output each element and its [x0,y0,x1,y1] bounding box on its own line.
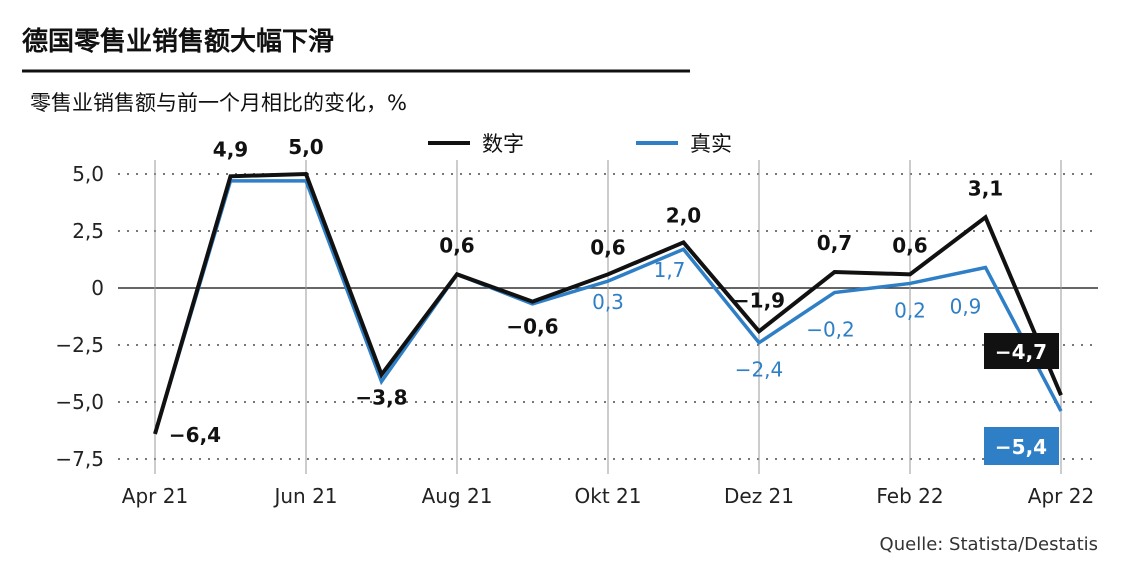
data-label-nominal: −1,9 [733,288,785,312]
data-label-nominal: 0,6 [892,233,927,257]
data-label-nominal: 5,0 [288,135,323,159]
y-tick-label: 5,0 [72,162,104,186]
series-line-nominal [153,171,1063,435]
data-label-nominal: −6,4 [169,423,221,447]
data-label-nominal: 3,1 [968,176,1003,200]
x-tick-label: Aug 21 [422,484,493,508]
end-label-box-nominal [984,333,1059,369]
data-label-nominal: 0,6 [439,233,474,257]
y-tick-label: −5,0 [55,390,104,414]
source-note: Quelle: Statista/Destatis [880,534,1098,555]
y-tick-label: 0 [91,276,104,300]
data-label-nominal: 4,9 [213,137,248,161]
chart-title: 德国零售业销售额大幅下滑 [22,26,334,57]
x-tick-label: Feb 22 [876,484,943,508]
x-tick-label: Okt 21 [575,484,642,508]
x-tick-label: Apr 21 [122,484,188,508]
chart-subtitle: 零售业销售额与前一个月相比的变化，% [30,91,407,115]
x-tick-label: Jun 21 [272,484,337,508]
data-label-real: −0,2 [806,318,855,342]
data-label-nominal: −3,8 [355,386,407,410]
data-label-real: 0,9 [950,294,982,318]
data-label-nominal: −0,6 [506,315,558,339]
data-label-real: −2,4 [735,358,784,382]
legend-label-nominal: 数字 [482,132,524,156]
data-label-real: 0,2 [894,298,926,322]
legend: 数字 真实 [428,132,732,156]
x-tick-label: Dez 21 [724,484,794,508]
legend-label-real: 真实 [690,132,732,156]
x-tick-label: Apr 22 [1028,484,1094,508]
data-label-real: 1,7 [654,258,686,282]
end-label-nominal: −4,7 [995,340,1047,364]
data-label-nominal: 0,7 [817,231,852,255]
y-tick-label: 2,5 [72,219,104,243]
data-label-nominal: 0,6 [590,235,625,259]
end-label-real: −5,4 [995,435,1047,459]
end-label-box-real [984,427,1059,465]
y-tick-label: −7,5 [55,447,104,471]
data-label-real: 0,3 [592,290,624,314]
y-tick-label: −2,5 [55,333,104,357]
series-line-real [153,179,1063,435]
data-label-nominal: 2,0 [666,203,701,227]
